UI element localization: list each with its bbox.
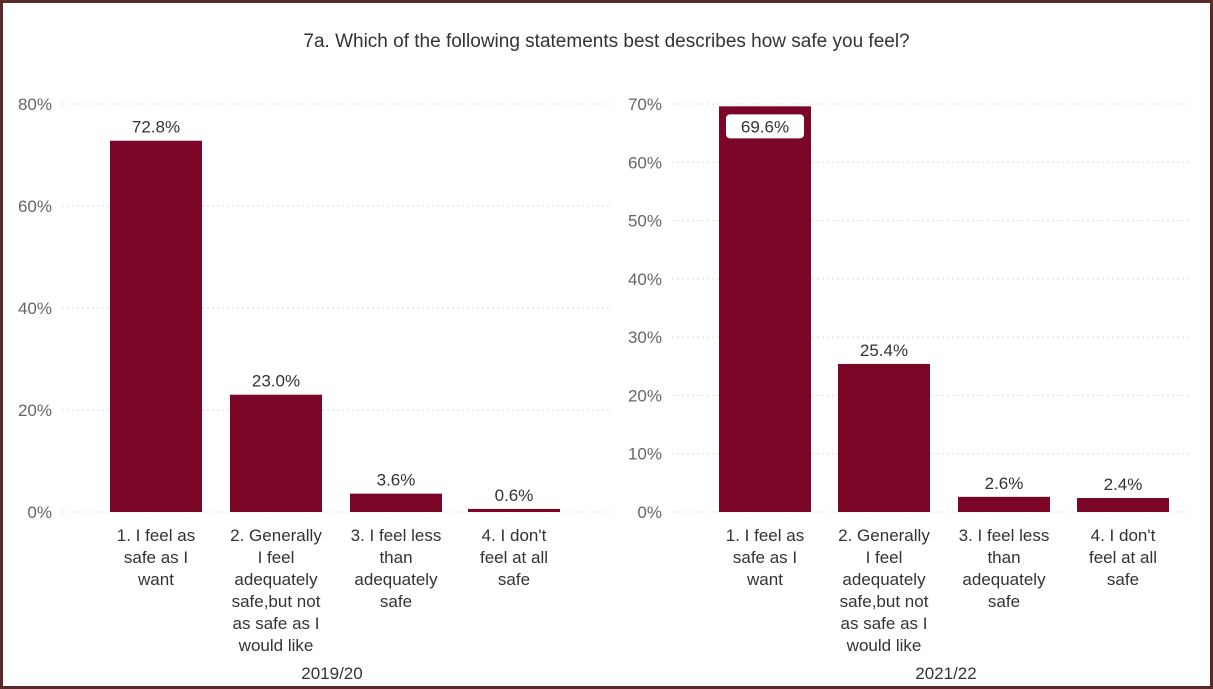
y-tick-label: 40% [18, 299, 52, 318]
bar [230, 394, 322, 512]
bar [838, 363, 930, 512]
bar [350, 493, 442, 512]
category-label: 1. I feel as safe as I want [726, 526, 804, 589]
y-tick-label: 60% [628, 153, 662, 172]
category-label-line: safe [380, 592, 412, 611]
category-label-line: 4. I don't [1091, 526, 1156, 545]
category-label-line: want [137, 570, 174, 589]
category-label-line: want [746, 570, 783, 589]
chart-panel-2: 0% 10% 20% 30% 40% 50% 60% 70% 69.6% 1. I feel as… [628, 95, 1190, 683]
category-label-line: feel at all [480, 548, 548, 567]
data-label: 3.6% [377, 471, 416, 490]
y-tick-label: 20% [628, 386, 662, 405]
category-label-line: safe [988, 592, 1020, 611]
category-label: 3. I feel less than adequately safe [351, 526, 442, 611]
category-label-line: safe [1107, 570, 1139, 589]
category-label-line: safe,but not [840, 592, 929, 611]
category-label-line: safe,but not [232, 592, 321, 611]
category-label-line: as safe as I [233, 614, 320, 633]
category-label: 2. Generally I feel adequately safe,but not… [838, 526, 930, 655]
category-label-line: safe as I [733, 548, 797, 567]
y-tick-label: 60% [18, 197, 52, 216]
category-label-line: feel at all [1089, 548, 1157, 567]
category-label-line: safe [498, 570, 530, 589]
category-label-line: 3. I feel less [959, 526, 1050, 545]
data-label-background [726, 114, 804, 139]
category-label-line: 1. I feel as [117, 526, 195, 545]
bar [1077, 498, 1169, 512]
category-label-line: 3. I feel less [351, 526, 442, 545]
category-label-line: safe as I [124, 548, 188, 567]
data-label: 69.6% [741, 117, 789, 136]
bar [468, 508, 560, 512]
data-label: 25.4% [860, 341, 908, 360]
data-label: 2.4% [1104, 475, 1143, 494]
category-label-line: would like [846, 636, 922, 655]
chart-title: 7a. Which of the following statements be… [303, 31, 910, 52]
category-label-line: I feel [258, 548, 295, 567]
category-label-line: 4. I don't [482, 526, 547, 545]
data-label: 0.6% [495, 486, 534, 505]
category-label-line: adequately [354, 570, 438, 589]
data-label: 2.6% [985, 474, 1024, 493]
panel-label: 2021/22 [915, 664, 976, 683]
bar [110, 140, 202, 512]
y-tick-label: 20% [18, 401, 52, 420]
y-tick-label: 80% [18, 95, 52, 114]
category-label: 2. Generally I feel adequately safe,but not… [230, 526, 322, 655]
category-label-line: than [987, 548, 1020, 567]
category-label-line: 2. Generally [838, 526, 930, 545]
bar [958, 496, 1050, 512]
y-tick-label: 30% [628, 328, 662, 347]
category-label-line: adequately [842, 570, 926, 589]
category-label: 1. I feel as safe as I want [117, 526, 195, 589]
category-label-line: 1. I feel as [726, 526, 804, 545]
y-tick-label: 70% [628, 95, 662, 114]
y-tick-label: 10% [628, 445, 662, 464]
chart-panel-1: 0% 20% 40% 60% 80% 72.8% 1. I feel as safe as I… [18, 95, 612, 683]
data-label: 23.0% [252, 372, 300, 391]
category-label-line: as safe as I [841, 614, 928, 633]
category-label: 3. I feel less than adequately safe [959, 526, 1050, 611]
y-tick-label: 40% [628, 270, 662, 289]
category-label-line: adequately [962, 570, 1046, 589]
category-label-line: I feel [866, 548, 903, 567]
panel-label: 2019/20 [301, 664, 362, 683]
y-tick-label: 50% [628, 212, 662, 231]
y-tick-label: 0% [637, 503, 662, 522]
category-label: 4. I don't feel at all safe [480, 526, 548, 589]
bar [719, 106, 811, 513]
category-label-line: than [379, 548, 412, 567]
data-label: 72.8% [132, 118, 180, 137]
category-label-line: adequately [234, 570, 318, 589]
category-label: 4. I don't feel at all safe [1089, 526, 1157, 589]
category-label-line: 2. Generally [230, 526, 322, 545]
y-tick-label: 0% [27, 503, 52, 522]
category-label-line: would like [238, 636, 314, 655]
